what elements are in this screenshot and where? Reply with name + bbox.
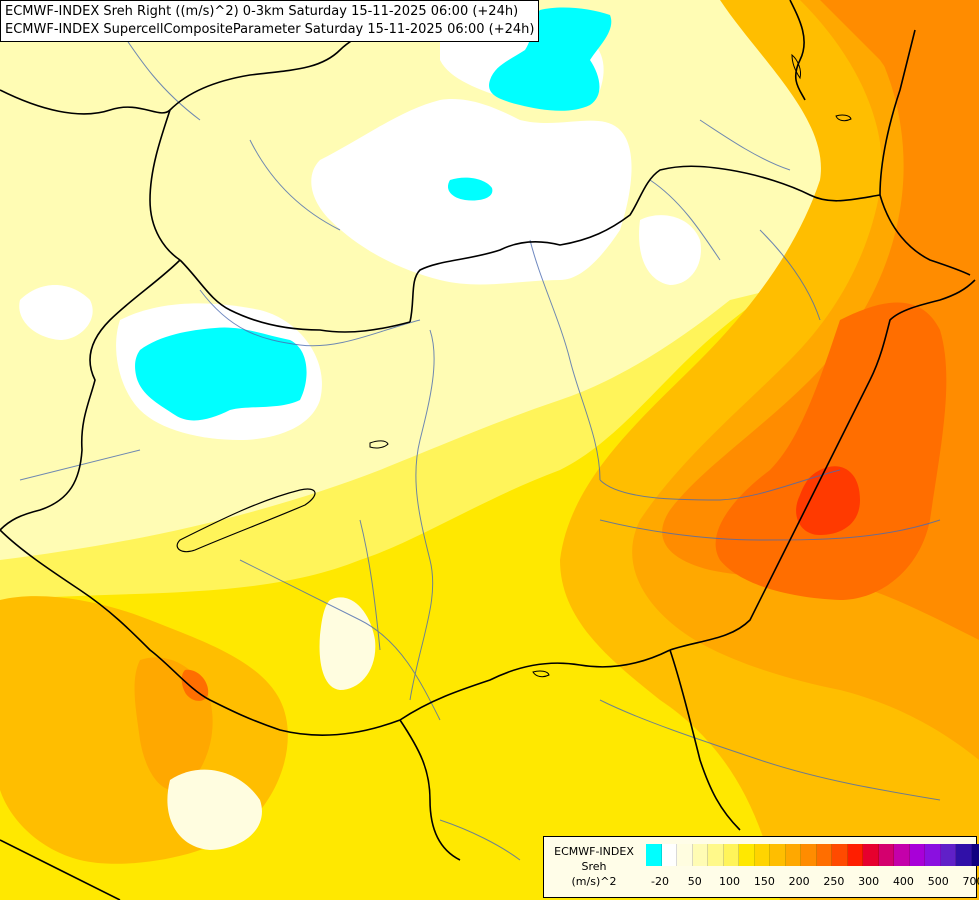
lake-small-3 xyxy=(835,114,852,122)
legend-swatch xyxy=(785,844,801,866)
title-line-2: ECMWF-INDEX SupercellCompositeParameter … xyxy=(5,22,535,37)
legend-swatch xyxy=(661,844,677,866)
legend-variable: Sreh xyxy=(581,860,607,873)
field-white-west2 xyxy=(19,285,93,340)
map-title-box: ECMWF-INDEX Sreh Right ((m/s)^2) 0-3km S… xyxy=(0,0,540,42)
legend-source: ECMWF-INDEX xyxy=(554,845,634,858)
legend-swatch xyxy=(832,844,848,866)
legend-tick-label: 100 xyxy=(719,875,741,888)
legend-swatch xyxy=(925,844,941,866)
legend-swatch xyxy=(692,844,708,866)
field-white-east xyxy=(639,215,701,285)
field-cyan-north xyxy=(489,7,612,111)
legend-tick-label: 150 xyxy=(753,875,775,888)
legend-swatches xyxy=(646,844,979,866)
legend-swatch xyxy=(708,844,724,866)
legend-swatch xyxy=(754,844,770,866)
legend-tick-label: 250 xyxy=(823,875,845,888)
legend-swatch xyxy=(801,844,817,866)
color-legend: ECMWF-INDEX Sreh (m/s)^2 -20 50 100 150 200 2… xyxy=(543,836,979,898)
field-orange-strong xyxy=(715,302,947,600)
field-sw-red xyxy=(181,669,209,701)
lake-small-1 xyxy=(369,440,389,449)
legend-swatch xyxy=(863,844,879,866)
legend-tick-label: 700 xyxy=(962,875,979,888)
legend-ticks: -20 50 100 150 200 250 300 400 500 700 xyxy=(646,875,979,889)
legend-swatch xyxy=(739,844,755,866)
legend-tick-label: 50 xyxy=(687,875,702,888)
field-cyan-small xyxy=(447,177,493,201)
legend-tick-label: 300 xyxy=(858,875,880,888)
legend-swatch xyxy=(677,844,693,866)
lake-small-4 xyxy=(532,670,550,678)
legend-swatch xyxy=(816,844,832,866)
legend-swatch xyxy=(878,844,894,866)
field-red-core xyxy=(796,466,860,535)
legend-swatch xyxy=(646,844,662,866)
legend-tick-label: -20 xyxy=(651,875,669,888)
legend-tick-label: 400 xyxy=(892,875,914,888)
legend-swatch xyxy=(909,844,925,866)
legend-swatch xyxy=(770,844,786,866)
legend-swatch xyxy=(723,844,739,866)
legend-swatch xyxy=(894,844,910,866)
legend-tick-label: 200 xyxy=(788,875,810,888)
lake-balaton xyxy=(176,488,316,553)
legend-unit: (m/s)^2 xyxy=(571,875,617,888)
field-ne-corner xyxy=(820,0,979,150)
legend-tick-label: 500 xyxy=(927,875,949,888)
legend-swatch xyxy=(971,844,979,866)
legend-swatch xyxy=(956,844,972,866)
legend-swatch xyxy=(847,844,863,866)
lake-small-2 xyxy=(791,53,801,80)
field-cyan-west xyxy=(135,327,307,421)
field-sw-light xyxy=(167,769,262,850)
legend-swatch xyxy=(940,844,956,866)
title-line-1: ECMWF-INDEX Sreh Right ((m/s)^2) 0-3km S… xyxy=(5,4,519,19)
